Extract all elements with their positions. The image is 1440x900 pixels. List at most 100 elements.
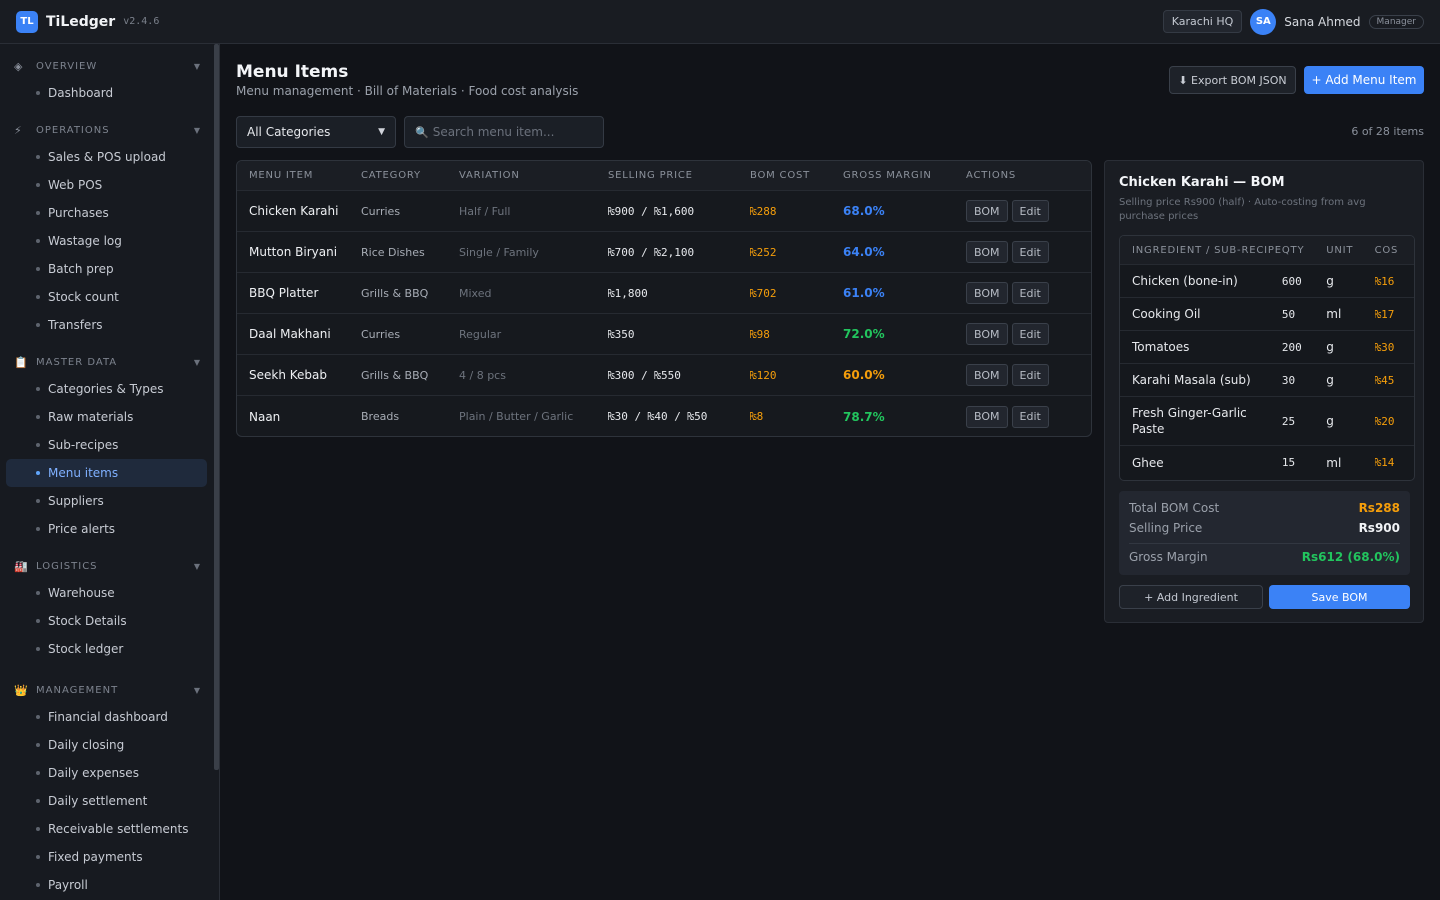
ingredient-name: Chicken (bone-in) bbox=[1132, 274, 1238, 288]
col-header[interactable]: SELLING PRICE bbox=[608, 170, 693, 181]
ingredient-qty[interactable]: 30 bbox=[1281, 373, 1296, 387]
bullet-icon bbox=[36, 239, 40, 243]
avatar[interactable]: SA bbox=[1250, 8, 1277, 35]
ingredient-qty[interactable]: 600 bbox=[1281, 274, 1302, 288]
sidebar-item-daily-closing[interactable]: Daily closing bbox=[6, 731, 207, 759]
sidebar-item-fixed-payments[interactable]: Fixed payments bbox=[6, 843, 207, 871]
sidebar-item-price-alerts[interactable]: Price alerts bbox=[6, 515, 207, 543]
sidebar-section-management[interactable]: 👑 MANAGEMENT ▼ bbox=[0, 677, 219, 703]
sidebar-item-label: Daily settlement bbox=[48, 794, 148, 808]
sidebar-item-receivable-settlements[interactable]: Receivable settlements bbox=[6, 815, 207, 843]
bom-button[interactable]: BOM bbox=[966, 323, 1008, 345]
sidebar-item-sales-pos-upload[interactable]: Sales & POS upload bbox=[6, 143, 207, 171]
category-select-value: All Categories bbox=[247, 125, 331, 139]
ingredient-unit: g bbox=[1326, 274, 1334, 288]
sidebar-scrollbar[interactable] bbox=[214, 44, 219, 770]
sidebar-item-raw-materials[interactable]: Raw materials bbox=[6, 403, 207, 431]
sidebar-section-overview[interactable]: ◈ OVERVIEW ▼ bbox=[0, 53, 219, 79]
col-header[interactable]: GROSS MARGIN bbox=[843, 170, 932, 181]
edit-button[interactable]: Edit bbox=[1011, 200, 1049, 222]
ingredient-qty[interactable]: 50 bbox=[1281, 307, 1296, 321]
row-actions: BOM Edit bbox=[966, 405, 1076, 428]
sidebar-item-wastage-log[interactable]: Wastage log bbox=[6, 227, 207, 255]
ingredient-row[interactable]: Karahi Masala (sub) 30 g ₨45 bbox=[1120, 364, 1414, 397]
sidebar-item-dashboard[interactable]: Dashboard bbox=[6, 79, 207, 107]
sidebar-item-web-pos[interactable]: Web POS bbox=[6, 171, 207, 199]
bullet-icon bbox=[36, 295, 40, 299]
col-header[interactable]: CATEGORY bbox=[361, 170, 421, 181]
add-ingredient-button[interactable]: + Add Ingredient bbox=[1119, 585, 1263, 609]
table-row[interactable]: Daal Makhani Curries Regular ₨350 ₨98 72.0% BO… bbox=[237, 314, 1091, 355]
edit-button[interactable]: Edit bbox=[1011, 405, 1049, 428]
gross-margin-value: Rs612 (68.0%) bbox=[1301, 550, 1400, 564]
edit-button[interactable]: Edit bbox=[1011, 323, 1049, 345]
sidebar-item-purchases[interactable]: Purchases bbox=[6, 199, 207, 227]
chevron-down-icon[interactable]: ▼ bbox=[193, 561, 201, 571]
bom-button[interactable]: BOM bbox=[966, 405, 1008, 428]
table-row[interactable]: Mutton Biryani Rice Dishes Single / Family… bbox=[237, 232, 1091, 273]
edit-button[interactable]: Edit bbox=[1011, 364, 1049, 386]
menu-item-category: Grills & BBQ bbox=[361, 368, 429, 382]
col-header[interactable]: VARIATION bbox=[459, 170, 520, 181]
search-input[interactable] bbox=[432, 125, 593, 139]
search-box[interactable]: 🔍 bbox=[404, 116, 604, 148]
sidebar-item-stock-ledger[interactable]: Stock ledger bbox=[6, 635, 207, 663]
ingredient-row[interactable]: Cooking Oil 50 ml ₨17 bbox=[1120, 298, 1414, 331]
sidebar-item-label: Batch prep bbox=[48, 262, 114, 276]
export-bom-button[interactable]: ⬇ Export BOM JSON bbox=[1169, 66, 1296, 94]
sidebar-item-sub-recipes[interactable]: Sub-recipes bbox=[6, 431, 207, 459]
bullet-icon bbox=[36, 883, 40, 887]
ingredient-cost: ₨14 bbox=[1374, 456, 1395, 469]
ingredient-row[interactable]: Tomatoes 200 g ₨30 bbox=[1120, 331, 1414, 364]
bullet-icon bbox=[36, 591, 40, 595]
ingredient-row[interactable]: Chicken (bone-in) 600 g ₨16 bbox=[1120, 265, 1414, 298]
bom-button[interactable]: BOM bbox=[966, 364, 1008, 386]
bom-button[interactable]: BOM bbox=[966, 282, 1008, 304]
sidebar-item-suppliers[interactable]: Suppliers bbox=[6, 487, 207, 515]
sidebar-section-operations[interactable]: ⚡ OPERATIONS ▼ bbox=[0, 117, 219, 143]
chevron-down-icon[interactable]: ▼ bbox=[193, 357, 201, 367]
sidebar-item-batch-prep[interactable]: Batch prep bbox=[6, 255, 207, 283]
menu-item-price: ₨1,800 bbox=[608, 286, 648, 300]
table-row[interactable]: Chicken Karahi Curries Half / Full ₨900 / ₨… bbox=[237, 191, 1091, 232]
category-select[interactable]: All Categories ▼ bbox=[236, 116, 396, 148]
table-row[interactable]: BBQ Platter Grills & BBQ Mixed ₨1,800 ₨702 61… bbox=[237, 273, 1091, 314]
sidebar-item-stock-count[interactable]: Stock count bbox=[6, 283, 207, 311]
menu-item-name: Naan bbox=[249, 409, 281, 424]
edit-button[interactable]: Edit bbox=[1011, 241, 1049, 263]
col-header[interactable]: BOM COST bbox=[750, 170, 811, 181]
sidebar-item-stock-details[interactable]: Stock Details bbox=[6, 607, 207, 635]
sidebar-item-categories-types[interactable]: Categories & Types bbox=[6, 375, 207, 403]
ingredient-qty[interactable]: 25 bbox=[1281, 414, 1296, 428]
edit-button[interactable]: Edit bbox=[1011, 282, 1049, 304]
sidebar-item-label: Daily closing bbox=[48, 738, 125, 752]
add-menu-item-button[interactable]: + Add Menu Item bbox=[1304, 66, 1424, 94]
save-bom-button[interactable]: Save BOM bbox=[1269, 585, 1410, 609]
col-header[interactable]: MENU ITEM bbox=[249, 170, 314, 181]
ingredient-row[interactable]: Fresh Ginger-Garlic Paste 25 g ₨20 bbox=[1120, 397, 1414, 446]
user-name[interactable]: Sana Ahmed bbox=[1284, 14, 1361, 29]
sidebar-item-daily-expenses[interactable]: Daily expenses bbox=[6, 759, 207, 787]
bom-button[interactable]: BOM bbox=[966, 241, 1008, 263]
menu-item-variation: Single / Family bbox=[459, 245, 539, 259]
chevron-down-icon[interactable]: ▼ bbox=[193, 61, 201, 71]
menu-item-variation: 4 / 8 pcs bbox=[459, 368, 506, 382]
sidebar-item-transfers[interactable]: Transfers bbox=[6, 311, 207, 339]
ingredient-row[interactable]: Ghee 15 ml ₨14 bbox=[1120, 446, 1414, 479]
bullet-icon bbox=[36, 443, 40, 447]
sidebar-item-payroll[interactable]: Payroll bbox=[6, 871, 207, 899]
ingredient-qty[interactable]: 200 bbox=[1281, 340, 1302, 354]
sidebar-section-master-data[interactable]: 📋 MASTER DATA ▼ bbox=[0, 349, 219, 375]
sidebar-item-menu-items[interactable]: Menu items bbox=[6, 459, 207, 487]
table-row[interactable]: Naan Breads Plain / Butter / Garlic ₨30 / ₨… bbox=[237, 396, 1091, 436]
location-selector[interactable]: Karachi HQ bbox=[1162, 10, 1243, 33]
chevron-down-icon[interactable]: ▼ bbox=[193, 685, 201, 695]
sidebar-item-daily-settlement[interactable]: Daily settlement bbox=[6, 787, 207, 815]
chevron-down-icon[interactable]: ▼ bbox=[193, 125, 201, 135]
sidebar-item-warehouse[interactable]: Warehouse bbox=[6, 579, 207, 607]
bom-button[interactable]: BOM bbox=[966, 200, 1008, 222]
ingredient-qty[interactable]: 15 bbox=[1281, 456, 1296, 469]
table-row[interactable]: Seekh Kebab Grills & BBQ 4 / 8 pcs ₨300 / ₨… bbox=[237, 355, 1091, 396]
sidebar-item-financial-dashboard[interactable]: Financial dashboard bbox=[6, 703, 207, 731]
sidebar-section-logistics[interactable]: 🏭 LOGISTICS ▼ bbox=[0, 553, 219, 579]
